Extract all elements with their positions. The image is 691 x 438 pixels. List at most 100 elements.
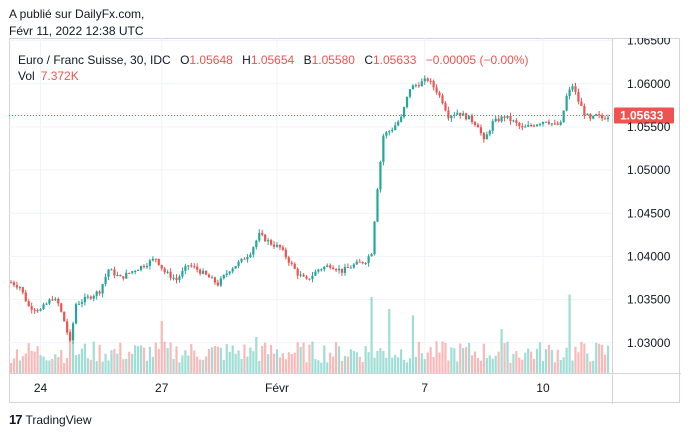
candle-body <box>503 116 506 118</box>
volume-bar <box>447 360 450 373</box>
candle-body <box>482 133 485 140</box>
candle-body <box>261 232 264 235</box>
candle-body <box>326 265 329 267</box>
candle-body <box>544 121 548 123</box>
volume-legend: Vol 7.372K <box>18 68 79 84</box>
volume-bar <box>213 346 217 373</box>
price-tick-label: 1.04000 <box>627 249 671 263</box>
candle-body <box>169 271 172 278</box>
candle-body <box>237 261 240 266</box>
volume-value: 7.372K <box>40 69 79 83</box>
volume-bar <box>210 347 214 373</box>
volume-bar <box>311 341 314 373</box>
price-tick-label: 1.05500 <box>627 120 671 134</box>
candle-body <box>48 299 51 304</box>
volume-bar <box>175 346 178 373</box>
volume-bar <box>255 337 258 373</box>
candle-body <box>370 254 373 257</box>
candle-body <box>450 115 453 119</box>
tradingview-brand[interactable]: 17 TradingView <box>9 412 92 427</box>
high-label: H <box>242 53 251 67</box>
candle-body <box>281 247 285 250</box>
volume-bar <box>60 349 63 373</box>
candle-body <box>98 291 101 294</box>
volume-bar <box>151 356 154 373</box>
candle-body <box>364 263 367 265</box>
candle-body <box>190 265 193 267</box>
candle-body <box>39 309 42 311</box>
candle-body <box>340 268 344 273</box>
candle-body <box>379 161 382 190</box>
volume-bar <box>562 357 565 373</box>
candle-body <box>134 271 137 273</box>
volume-bar <box>550 349 553 373</box>
volume-bar <box>234 353 237 373</box>
candle-body <box>249 254 252 257</box>
volume-bar <box>541 361 545 373</box>
volume-bar <box>272 353 276 373</box>
volume-bar <box>595 342 598 373</box>
candle-body <box>128 272 131 274</box>
candle-body <box>66 321 69 333</box>
candle-body <box>113 269 116 276</box>
candle-body <box>308 278 311 280</box>
candle-body <box>400 116 403 122</box>
volume-bar <box>379 348 382 373</box>
candle-body <box>228 271 231 274</box>
candle-body <box>553 123 556 125</box>
volume-bar <box>240 358 243 373</box>
candle-body <box>470 115 474 123</box>
candle-body <box>86 296 89 298</box>
candle-body <box>577 91 580 102</box>
volume-bar <box>122 359 125 373</box>
volume-bar <box>21 356 24 373</box>
candle-body <box>299 274 302 276</box>
volume-bar <box>435 341 438 373</box>
volume-bar <box>346 356 350 373</box>
volume-bar <box>36 346 39 373</box>
candle-body <box>163 268 166 273</box>
volume-bar <box>385 357 388 373</box>
candle-body <box>258 232 261 241</box>
volume-bar <box>249 347 252 373</box>
volume-bar <box>160 321 163 373</box>
candle-body <box>210 277 214 279</box>
candle-body <box>193 266 196 268</box>
candle-body <box>568 89 571 97</box>
volume-bar <box>547 344 550 373</box>
candle-body <box>89 296 92 299</box>
volume-bar <box>33 351 36 373</box>
volume-bar <box>598 343 601 373</box>
candle-body <box>473 122 477 125</box>
volume-bar <box>332 356 335 373</box>
candle-body <box>92 295 95 299</box>
price-chart[interactable]: 1.05633 1.03000 1.03500 1.04000 1.04500 1.050… <box>9 38 681 404</box>
candle-body <box>275 244 279 247</box>
volume-bar <box>30 350 33 373</box>
volume-bar <box>12 358 16 373</box>
volume-bar <box>497 351 500 373</box>
volume-bar <box>391 357 394 373</box>
candle-body <box>175 277 178 280</box>
volume-bar <box>361 361 364 373</box>
volume-bar <box>128 351 131 373</box>
candle-body <box>589 114 592 119</box>
volume-bar <box>139 345 143 373</box>
volume-bar <box>592 360 595 373</box>
candle-body <box>488 130 491 135</box>
tradingview-logo-icon: 17 <box>9 412 23 427</box>
volume-bar <box>148 346 152 373</box>
candle-body <box>60 303 63 312</box>
volume-bar <box>222 360 225 373</box>
candle-body <box>234 265 237 269</box>
volume-bar <box>193 350 196 373</box>
candle-body <box>45 303 48 305</box>
volume-bar <box>119 342 122 373</box>
change-value: −0.00005 (−0.00%) <box>425 53 529 67</box>
volume-bar <box>450 347 453 373</box>
volume-bar <box>420 353 423 373</box>
candle-body <box>54 298 57 301</box>
price-tick-label: 1.06000 <box>627 77 671 91</box>
candle-body <box>287 257 290 263</box>
volume-bar <box>521 359 524 373</box>
